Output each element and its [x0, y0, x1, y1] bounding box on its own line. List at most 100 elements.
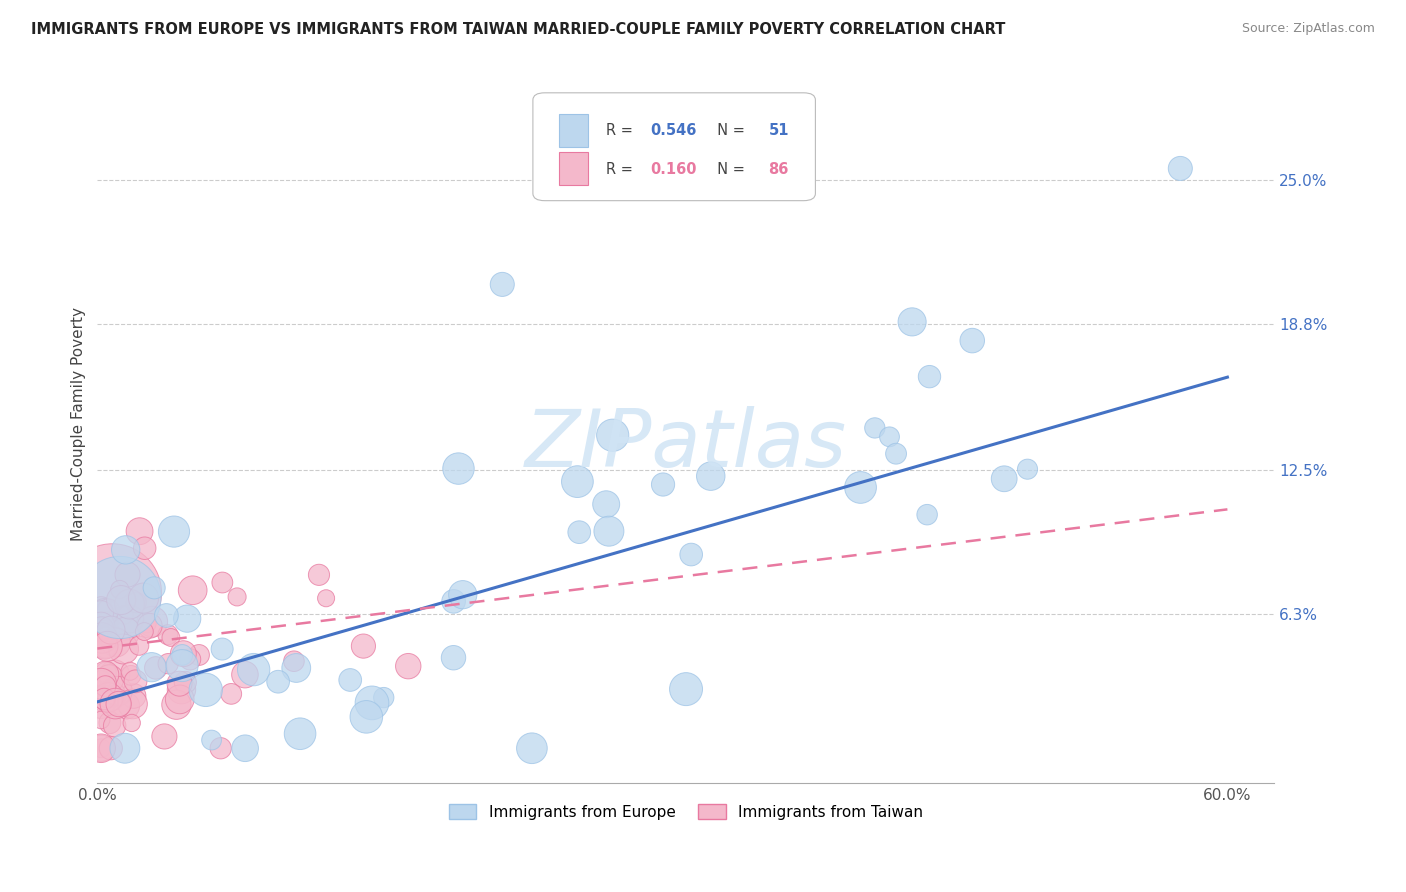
Point	[90, 622, 112, 636]
Point	[114, 741, 136, 756]
Point	[117, 567, 139, 582]
FancyBboxPatch shape	[533, 93, 815, 201]
Point	[98, 672, 121, 686]
Point	[598, 524, 620, 538]
Point	[97, 603, 120, 617]
Point	[520, 741, 543, 756]
Point	[101, 586, 124, 600]
Point	[91, 631, 114, 645]
Point	[125, 595, 148, 609]
Point	[373, 690, 395, 705]
Point	[135, 616, 157, 631]
Point	[172, 647, 194, 661]
Text: N =: N =	[709, 161, 749, 177]
Point	[172, 658, 194, 673]
Point	[132, 591, 155, 605]
Point	[879, 430, 901, 444]
Point	[112, 642, 135, 657]
Point	[96, 615, 118, 630]
Point	[242, 663, 264, 677]
Point	[179, 652, 201, 666]
Point	[103, 668, 125, 682]
Text: R =: R =	[606, 161, 637, 177]
Point	[233, 741, 256, 756]
Point	[139, 619, 162, 633]
Point	[115, 698, 138, 713]
Point	[134, 541, 156, 556]
Point	[96, 692, 118, 706]
Point	[352, 639, 374, 653]
Text: 51: 51	[768, 123, 789, 137]
Point	[288, 727, 311, 741]
Point	[901, 315, 924, 329]
Point	[700, 469, 723, 483]
Text: 0.546: 0.546	[651, 123, 697, 137]
Point	[160, 631, 183, 645]
Point	[675, 682, 697, 697]
Point	[176, 612, 198, 626]
Point	[962, 334, 984, 348]
Point	[90, 741, 112, 756]
Point	[993, 472, 1015, 486]
Point	[219, 687, 242, 701]
Point	[93, 605, 115, 619]
Point	[90, 713, 112, 727]
Point	[181, 583, 204, 598]
Point	[97, 690, 120, 705]
Text: Source: ZipAtlas.com: Source: ZipAtlas.com	[1241, 22, 1375, 36]
Point	[100, 741, 122, 756]
Point	[128, 639, 150, 653]
Point	[157, 657, 180, 671]
Point	[118, 597, 141, 611]
Point	[163, 524, 186, 539]
Point	[94, 640, 117, 655]
Point	[172, 648, 194, 662]
Point	[361, 696, 384, 710]
Text: ZIPatlas: ZIPatlas	[524, 406, 846, 484]
Point	[121, 697, 143, 711]
Point	[120, 668, 142, 682]
Point	[98, 715, 121, 730]
Point	[112, 608, 135, 623]
Point	[94, 667, 117, 681]
Point	[918, 369, 941, 384]
Point	[121, 715, 143, 730]
Point	[211, 575, 233, 590]
Point	[100, 689, 122, 703]
Point	[94, 629, 117, 643]
Point	[1017, 462, 1039, 476]
Point	[681, 548, 703, 562]
Point	[283, 654, 305, 668]
Y-axis label: Married-Couple Family Poverty: Married-Couple Family Poverty	[72, 307, 86, 541]
Point	[90, 673, 112, 688]
Point	[90, 741, 112, 756]
Point	[120, 664, 142, 678]
Point	[104, 635, 127, 649]
Point	[267, 674, 290, 689]
Point	[108, 591, 131, 605]
Point	[443, 594, 465, 608]
Point	[143, 581, 166, 595]
Point	[226, 590, 249, 604]
Point	[153, 730, 176, 744]
Point	[170, 682, 193, 697]
Point	[451, 588, 474, 602]
Point	[194, 682, 217, 697]
Point	[104, 719, 127, 733]
FancyBboxPatch shape	[558, 114, 588, 147]
Point	[165, 698, 187, 712]
Point	[90, 741, 112, 756]
Point	[233, 667, 256, 681]
Legend: Immigrants from Europe, Immigrants from Taiwan: Immigrants from Europe, Immigrants from …	[443, 797, 929, 826]
Point	[396, 659, 419, 673]
Point	[200, 733, 222, 747]
Point	[211, 642, 233, 657]
Text: 0.160: 0.160	[651, 161, 697, 177]
Point	[602, 428, 624, 442]
Point	[863, 421, 886, 435]
Point	[114, 542, 136, 557]
Point	[100, 623, 122, 637]
Point	[134, 624, 156, 639]
Text: IMMIGRANTS FROM EUROPE VS IMMIGRANTS FROM TAIWAN MARRIED-COUPLE FAMILY POVERTY C: IMMIGRANTS FROM EUROPE VS IMMIGRANTS FRO…	[31, 22, 1005, 37]
Point	[94, 691, 117, 706]
